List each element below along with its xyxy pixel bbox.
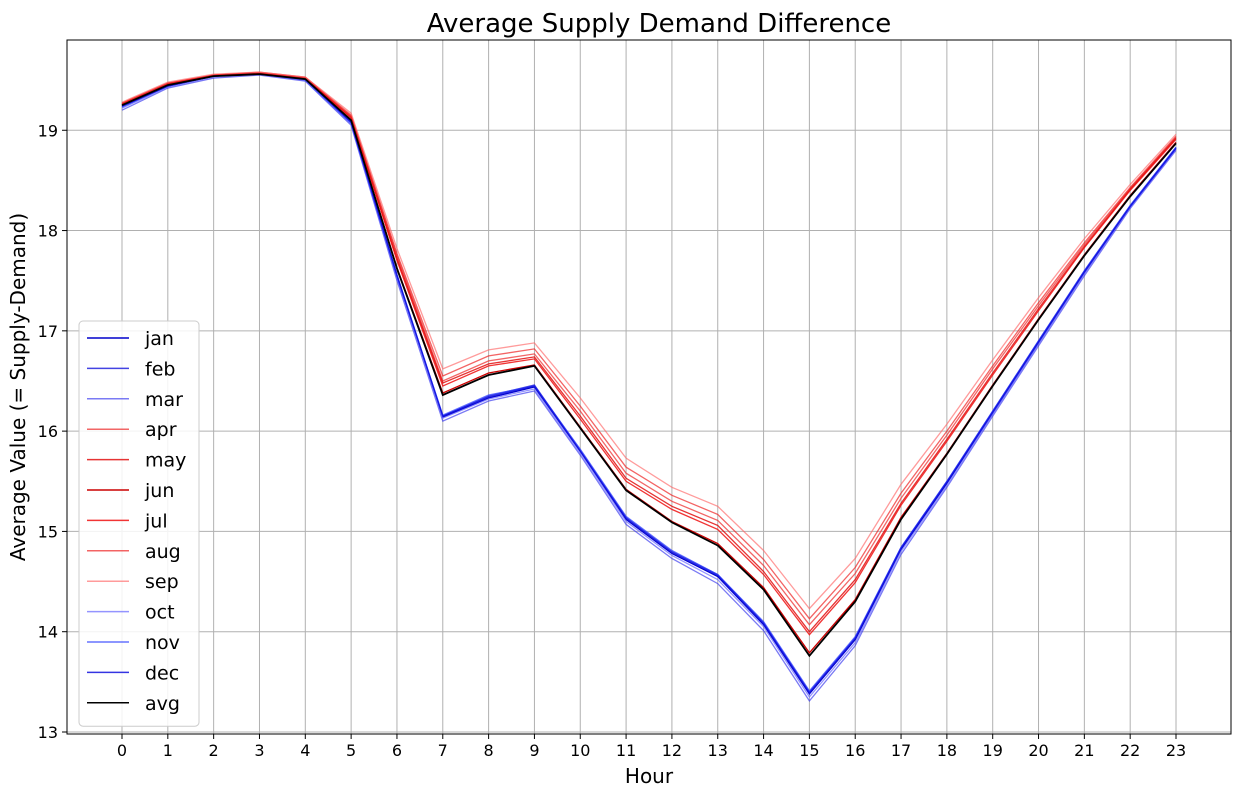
- plot-frame: [66, 39, 1232, 735]
- legend-label-feb: feb: [145, 358, 175, 380]
- x-tick-label: 2: [209, 741, 219, 760]
- x-tick-label: 0: [117, 741, 127, 760]
- x-tick-label: 8: [484, 741, 494, 760]
- x-tick-label: 13: [708, 741, 728, 760]
- y-tick-label: 16: [38, 422, 58, 441]
- y-axis-label: Average Value (= Supply-Demand): [6, 213, 30, 561]
- legend-label-mar: mar: [145, 389, 183, 411]
- x-tick-label: 1: [163, 741, 173, 760]
- x-tick-label: 15: [799, 741, 819, 760]
- legend-label-nov: nov: [145, 632, 180, 654]
- series-line-sep: [121, 71, 1177, 610]
- legend-label-may: may: [145, 450, 186, 472]
- series-line-nov: [121, 73, 1177, 692]
- x-tick-label: 5: [346, 741, 356, 760]
- legend-label-jul: jul: [144, 510, 168, 532]
- series-lines: [121, 71, 1177, 702]
- series-line-avg: [121, 73, 1177, 658]
- x-tick-label: 17: [891, 741, 911, 760]
- x-tick-label: 10: [570, 741, 590, 760]
- legend-label-apr: apr: [145, 419, 177, 441]
- series-line-mar: [121, 74, 1177, 702]
- series-line-feb: [121, 73, 1177, 693]
- grid-lines: [67, 40, 1231, 734]
- legend-box: [78, 320, 200, 727]
- y-axis-ticks: 13 14 15 16 17 18 19: [38, 121, 67, 742]
- x-tick-label: 9: [529, 741, 539, 760]
- x-axis-label: Hour: [625, 764, 674, 788]
- x-tick-label: 19: [983, 741, 1003, 760]
- legend-label-sep: sep: [145, 571, 179, 593]
- chart-title: Average Supply Demand Difference: [427, 9, 891, 39]
- x-tick-label: 18: [937, 741, 957, 760]
- legend-label-oct: oct: [145, 602, 175, 624]
- legend: jan feb mar apr may jun jul aug sep oct nov dec avg: [78, 320, 200, 727]
- series-line-jun: [121, 72, 1177, 654]
- series-line-dec: [121, 73, 1177, 694]
- legend-label-jan: jan: [144, 328, 174, 350]
- x-tick-label: 22: [1120, 741, 1140, 760]
- y-tick-label: 14: [38, 623, 58, 642]
- legend-label-avg: avg: [145, 693, 180, 715]
- x-tick-label: 12: [662, 741, 682, 760]
- series-line-may: [121, 72, 1177, 633]
- legend-label-aug: aug: [145, 541, 181, 563]
- x-axis-ticks: 0 1 2 3 4 5 6 7 8 9 10 11 12 13 14 15 16 17 18 19 20 21 22 23: [117, 734, 1186, 760]
- legend-label-dec: dec: [145, 662, 179, 684]
- x-tick-label: 4: [300, 741, 310, 760]
- y-tick-label: 18: [38, 222, 58, 241]
- series-line-jan: [121, 73, 1177, 695]
- y-tick-label: 19: [38, 121, 58, 140]
- x-tick-label: 3: [254, 741, 264, 760]
- x-tick-label: 23: [1166, 741, 1186, 760]
- series-line-jul: [121, 72, 1177, 636]
- y-tick-label: 15: [38, 522, 58, 541]
- x-tick-label: 21: [1074, 741, 1094, 760]
- x-tick-label: 11: [616, 741, 636, 760]
- x-tick-label: 6: [392, 741, 402, 760]
- x-tick-label: 20: [1028, 741, 1048, 760]
- y-tick-label: 13: [38, 723, 58, 742]
- x-tick-label: 16: [845, 741, 865, 760]
- series-line-oct: [121, 73, 1177, 698]
- y-tick-label: 17: [38, 322, 58, 341]
- x-tick-label: 7: [438, 741, 448, 760]
- x-tick-label: 14: [753, 741, 773, 760]
- legend-label-jun: jun: [144, 480, 174, 502]
